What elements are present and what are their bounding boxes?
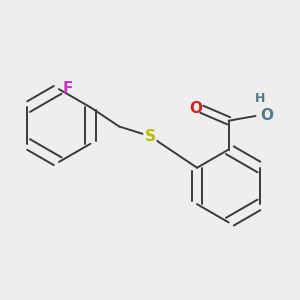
- Text: S: S: [144, 129, 155, 144]
- Text: O: O: [190, 101, 202, 116]
- Text: O: O: [260, 107, 273, 122]
- Text: H: H: [255, 92, 266, 105]
- Text: F: F: [63, 81, 73, 96]
